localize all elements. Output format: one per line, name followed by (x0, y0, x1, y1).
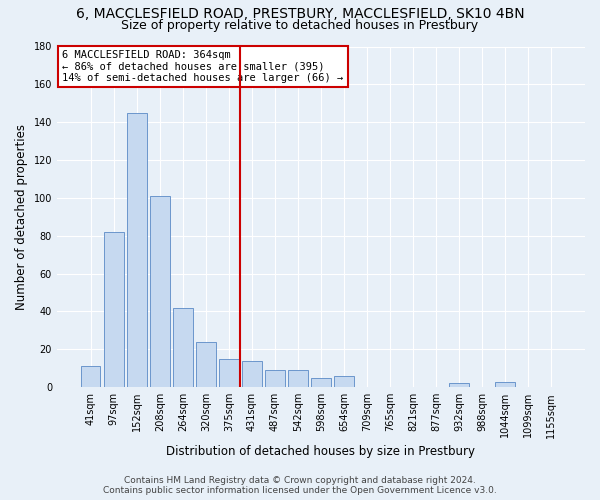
Bar (288, 370, 308, 387)
Bar (334, 376, 354, 387)
Bar (104, 232, 124, 387)
Bar (449, 384, 469, 387)
Text: Contains HM Land Registry data © Crown copyright and database right 2024.
Contai: Contains HM Land Registry data © Crown c… (103, 476, 497, 495)
Bar (173, 308, 193, 387)
Bar (496, 382, 515, 387)
Bar (219, 359, 239, 387)
Bar (196, 342, 215, 387)
Bar (127, 112, 146, 387)
Bar (311, 378, 331, 387)
Bar (265, 370, 284, 387)
Bar (81, 366, 100, 387)
Text: 6 MACCLESFIELD ROAD: 364sqm
← 86% of detached houses are smaller (395)
14% of se: 6 MACCLESFIELD ROAD: 364sqm ← 86% of det… (62, 50, 343, 83)
X-axis label: Distribution of detached houses by size in Prestbury: Distribution of detached houses by size … (166, 444, 475, 458)
Y-axis label: Number of detached properties: Number of detached properties (15, 124, 28, 310)
Bar (242, 360, 262, 387)
Text: Size of property relative to detached houses in Prestbury: Size of property relative to detached ho… (121, 19, 479, 32)
Bar (150, 196, 170, 387)
Text: 6, MACCLESFIELD ROAD, PRESTBURY, MACCLESFIELD, SK10 4BN: 6, MACCLESFIELD ROAD, PRESTBURY, MACCLES… (76, 8, 524, 22)
